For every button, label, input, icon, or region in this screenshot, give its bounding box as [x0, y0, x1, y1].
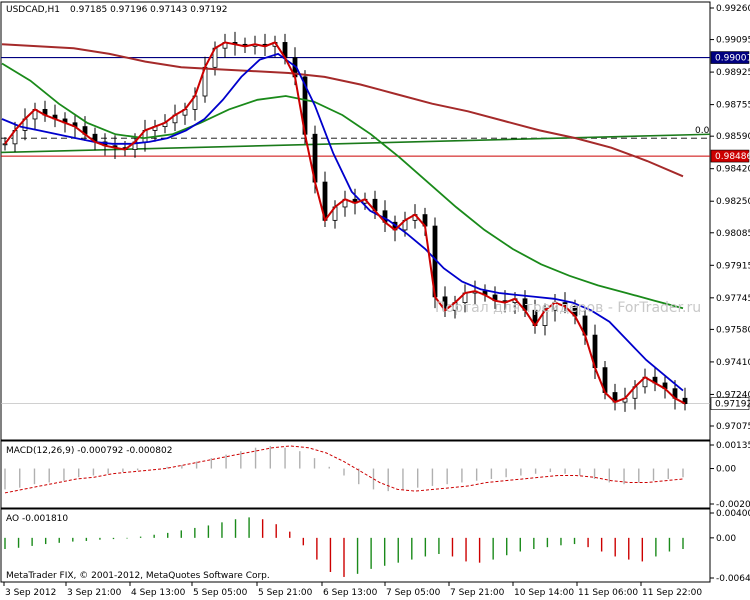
y-tick-label: 0.98420 — [716, 165, 750, 175]
x-tick-label: 4 Sep 13:00 — [131, 588, 186, 598]
ma-slow-line — [1, 43, 684, 178]
ao-y-tick-label: 0.004005 — [716, 509, 750, 519]
symbol-label: USDCAD,H1 — [6, 5, 60, 15]
ohlc-label: 0.97185 0.97196 0.97143 0.97192 — [70, 5, 227, 15]
y-tick-label: 0.98755 — [716, 101, 750, 111]
horizontal-lines — [0, 56, 711, 405]
price-tag — [710, 51, 750, 64]
panel-border — [0, 440, 711, 509]
ao-y-tick-label: -0.00647 — [716, 574, 750, 584]
moving-averages — [1, 41, 686, 405]
x-tick-label: 3 Sep 21:00 — [67, 588, 122, 598]
panel-border — [0, 1, 711, 441]
macd-signal-line — [4, 445, 684, 494]
y-tick-label: 0.98590 — [716, 132, 750, 142]
y-tick-label: 0.99095 — [716, 36, 750, 46]
ao-label: AO -0.001810 — [6, 514, 68, 524]
price-tag-label: 0.97192 — [715, 400, 750, 410]
x-tick-label: 7 Sep 05:00 — [386, 588, 441, 598]
x-tick-label: 11 Sep 22:00 — [642, 588, 702, 598]
y-tick-label: 0.97240 — [716, 390, 750, 400]
price-tag — [710, 397, 750, 410]
x-tick-label: 6 Sep 13:00 — [323, 588, 378, 598]
y-tick-label: 0.97410 — [716, 358, 750, 368]
panel-border — [0, 508, 711, 583]
y-tick-label: 0.98925 — [716, 68, 750, 78]
macd-y-tick-label: 0.00 — [716, 465, 736, 475]
macd-y-tick-label: -0.00204 — [716, 500, 750, 510]
macd-panel — [4, 445, 684, 494]
x-tick-label: 10 Sep 14:00 — [514, 588, 574, 598]
y-tick-label: 0.97915 — [716, 261, 750, 271]
price-line — [4, 41, 686, 405]
ma-fast-line — [1, 52, 684, 392]
macd-y-tick-label: 0.001355 — [716, 441, 750, 451]
ao-panel — [4, 517, 684, 577]
ma-mid-line — [1, 62, 684, 310]
price-tags: 0.99001 0.98486 0.97192 — [710, 51, 750, 410]
candle-body — [2, 143, 8, 146]
y-tick-label: 0.97745 — [716, 294, 750, 304]
price-axis: 0.99260 0.99095 0.98925 0.98755 0.98590 0.984… — [710, 4, 750, 432]
x-tick-label: 5 Sep 05:00 — [193, 588, 248, 598]
price-tag-label: 0.99001 — [715, 54, 750, 64]
ao-y-tick-label: 0.00 — [716, 534, 736, 544]
y-tick-label: 0.97580 — [716, 325, 750, 335]
price-tag-label: 0.98486 — [715, 152, 750, 162]
x-tick-label: 5 Sep 21:00 — [258, 588, 313, 598]
y-tick-label: 0.98250 — [716, 197, 750, 207]
candle-body — [682, 397, 688, 405]
footer-copyright: MetaTrader FIX, © 2001-2012, MetaQuotes … — [6, 571, 270, 581]
x-tick-label: 11 Sep 06:00 — [578, 588, 638, 598]
y-tick-label: 0.97075 — [716, 422, 750, 432]
x-tick-label: 7 Sep 21:00 — [450, 588, 505, 598]
candles — [2, 31, 688, 412]
panel-frames — [0, 1, 711, 583]
price-tag — [710, 149, 750, 163]
x-tick-label: 3 Sep 2012 — [5, 588, 56, 598]
ao-axis: 0.004005 0.00 -0.00647 — [710, 509, 750, 584]
watermark: Портал для трейдеров - ForTrader.ru — [435, 300, 701, 316]
time-axis: 3 Sep 2012 3 Sep 21:00 4 Sep 13:00 5 Sep 05… — [3, 582, 702, 598]
macd-axis: 0.001355 0.00 -0.00204 — [710, 441, 750, 510]
y-tick-label: 0.99260 — [716, 4, 750, 14]
y-tick-label: 0.98085 — [716, 229, 750, 239]
macd-label: MACD(12,26,9) -0.000792 -0.000802 — [6, 446, 172, 456]
zero-level-label: 0.0 — [695, 126, 710, 136]
